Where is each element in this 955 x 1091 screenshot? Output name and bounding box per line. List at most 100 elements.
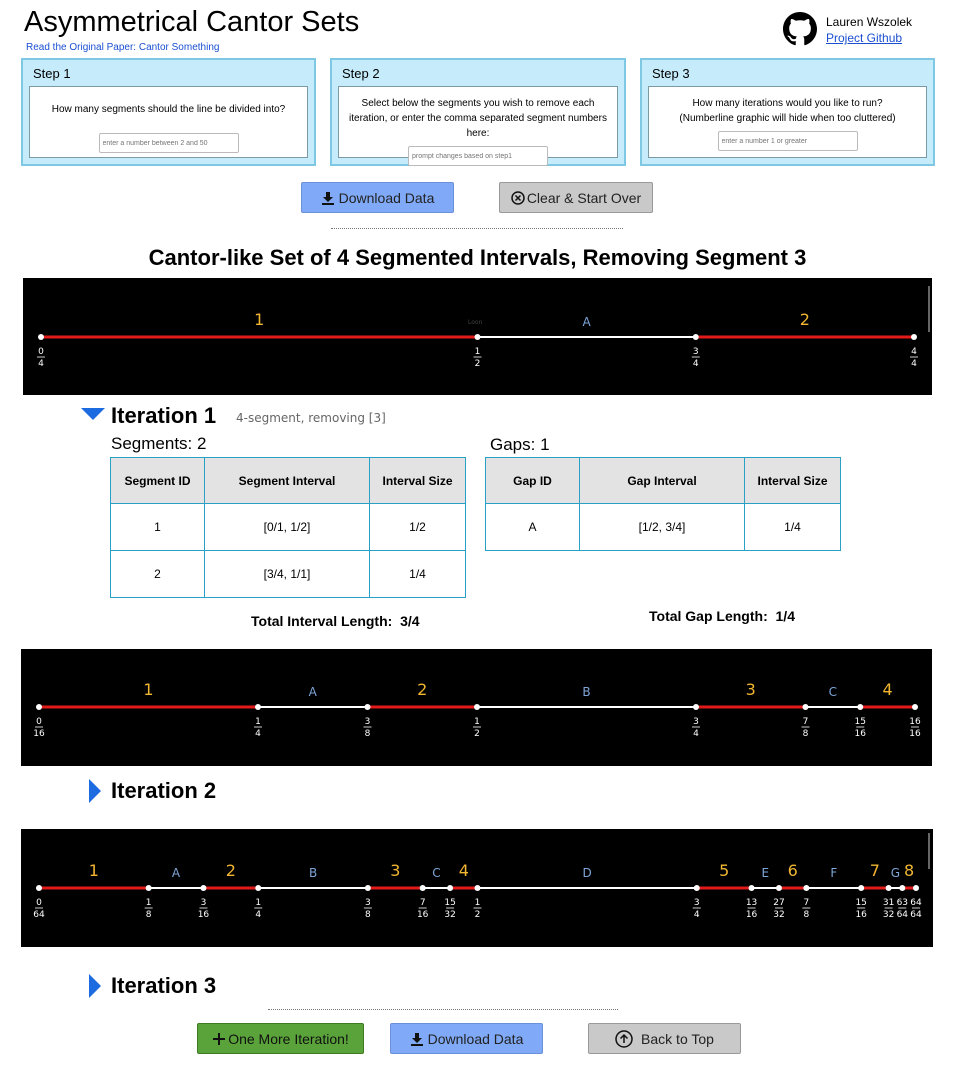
tick-numerator: 7 xyxy=(803,717,809,727)
segments-count-input[interactable] xyxy=(98,133,239,153)
tick-numerator: 15 xyxy=(855,898,866,908)
gaps-table-header: Gap ID xyxy=(485,457,580,504)
total-gap-length: Total Gap Length: 1/4 xyxy=(649,608,795,624)
gaps-table: Gap ID Gap Interval Interval Size A [1/2… xyxy=(485,457,841,551)
tick-denominator: 64 xyxy=(897,910,909,920)
tick-point xyxy=(447,885,454,891)
download-data-label: Download Data xyxy=(338,189,435,206)
iteration3-title[interactable]: Iteration 3 xyxy=(111,973,217,998)
faint-text: Loon xyxy=(468,319,483,326)
clear-start-over-label: Clear & Start Over xyxy=(526,189,642,206)
clear-start-over-button[interactable]: Clear & Start Over xyxy=(499,182,653,213)
iterations-input[interactable] xyxy=(717,131,858,151)
table-cell: 1/4 xyxy=(744,503,841,551)
tick-numerator: 13 xyxy=(746,898,757,908)
gap-label: E xyxy=(761,866,769,880)
one-more-iteration-button[interactable]: One More Iteration! xyxy=(197,1023,364,1054)
gap-label: B xyxy=(309,866,317,880)
gaps-table-header: Gap Interval xyxy=(579,457,745,504)
tick-numerator: 31 xyxy=(883,898,894,908)
tick-denominator: 4 xyxy=(694,910,700,920)
tick-point xyxy=(364,704,371,710)
tick-point xyxy=(36,704,42,710)
paper-link[interactable]: Read the Original Paper: Cantor Somethin… xyxy=(26,42,220,53)
tick-denominator: 16 xyxy=(855,910,867,920)
step3-text: How many iterations would you like to ru… xyxy=(679,98,896,124)
back-to-top-label: Back to Top xyxy=(641,1030,714,1047)
tick-point xyxy=(419,885,426,891)
tick-point xyxy=(911,334,917,340)
tick-numerator: 63 xyxy=(897,898,908,908)
expand-triangle-icon[interactable] xyxy=(89,779,101,803)
expand-triangle-icon[interactable] xyxy=(89,974,101,998)
tick-numerator: 1 xyxy=(255,898,261,908)
project-github-link[interactable]: Project Github xyxy=(826,31,903,45)
step2-body: Select below the segments you wish to re… xyxy=(338,86,618,166)
set-title: Cantor-like Set of 4 Segmented Intervals… xyxy=(148,245,807,270)
table-cell: [3/4, 1/1] xyxy=(204,550,370,598)
gap-label: F xyxy=(830,866,837,880)
github-icon[interactable] xyxy=(783,12,817,46)
table-cell: 1 xyxy=(110,503,205,551)
tick-point xyxy=(912,704,918,710)
iteration1-title[interactable]: Iteration 1 xyxy=(111,403,217,428)
step3-title: Step 3 xyxy=(652,66,690,81)
table-row: 2 [3/4, 1/1] 1/4 xyxy=(110,550,466,598)
tick-numerator: 15 xyxy=(444,898,455,908)
tick-denominator: 32 xyxy=(773,910,784,920)
close-circle-icon xyxy=(511,190,525,205)
numberline-scrollbar[interactable] xyxy=(928,286,930,332)
table-cell: A xyxy=(485,503,580,551)
numberline-iteration2: A B C D E F G 1 2 3 4 5 6 7 8 0 64 1 8 3 16 1 4 3 8 7 16 15 32 1 2 3 4 13… xyxy=(21,829,933,947)
tick-numerator: 16 xyxy=(909,717,921,727)
total-gap-label: Total Gap Length: xyxy=(649,608,768,624)
tick-denominator: 16 xyxy=(855,729,867,739)
table-row: 1 [0/1, 1/2] 1/2 xyxy=(110,503,466,551)
gap-label: C xyxy=(829,685,837,699)
back-to-top-button[interactable]: Back to Top xyxy=(588,1023,741,1054)
download-data-button[interactable]: Download Data xyxy=(301,182,454,213)
tick-denominator: 2 xyxy=(475,359,481,369)
total-interval-length: Total Interval Length: 3/4 xyxy=(251,613,420,629)
tick-numerator: 3 xyxy=(693,347,699,357)
step2-panel: Step 2 Select below the segments you wis… xyxy=(330,58,626,166)
tick-denominator: 4 xyxy=(255,729,261,739)
divider xyxy=(331,228,623,229)
tick-denominator: 64 xyxy=(33,910,45,920)
plus-icon xyxy=(213,1032,226,1045)
step3-panel: Step 3 How many iterations would you lik… xyxy=(640,58,935,166)
tick-denominator: 16 xyxy=(746,910,758,920)
tick-denominator: 32 xyxy=(883,910,894,920)
remove-segments-input[interactable] xyxy=(408,146,548,166)
collapse-triangle-icon[interactable] xyxy=(81,408,105,420)
step1-panel: Step 1 How many segments should the line… xyxy=(21,58,316,166)
step2-title: Step 2 xyxy=(342,66,380,81)
tick-denominator: 16 xyxy=(909,729,921,739)
segments-table-header: Segment Interval xyxy=(204,457,370,504)
segment-label: 1 xyxy=(89,861,99,880)
tick-numerator: 0 xyxy=(36,898,42,908)
tick-numerator: 27 xyxy=(773,898,784,908)
numberline-iteration2-svg: A B C D E F G 1 2 3 4 5 6 7 8 0 64 1 8 3 16 1 4 3 8 7 16 15 32 1 2 3 4 13… xyxy=(33,861,922,920)
gap-label: C xyxy=(432,866,440,880)
numberline-scrollbar[interactable] xyxy=(928,833,930,869)
tick-point xyxy=(38,334,44,340)
tick-numerator: 3 xyxy=(365,717,371,727)
tick-denominator: 8 xyxy=(365,729,371,739)
iteration1-subtitle: 4-segment, removing [3] xyxy=(236,411,386,425)
numberline-base-svg: A 1 2 0 4 1 2 3 4 4 4 Loon xyxy=(37,310,918,369)
segment-label: 4 xyxy=(883,680,893,699)
step3-body: How many iterations would you like to ru… xyxy=(648,86,927,158)
download-data-button-bottom[interactable]: Download Data xyxy=(390,1023,543,1054)
segment-label: 7 xyxy=(870,861,880,880)
segment-label: 3 xyxy=(746,680,756,699)
table-cell: 1/4 xyxy=(369,550,466,598)
tick-numerator: 3 xyxy=(365,898,371,908)
total-interval-value: 3/4 xyxy=(400,613,420,629)
tick-point xyxy=(693,885,700,891)
tick-point xyxy=(200,885,207,891)
tick-denominator: 4 xyxy=(911,359,917,369)
tick-point xyxy=(474,885,481,891)
tick-numerator: 7 xyxy=(804,898,810,908)
iteration2-title[interactable]: Iteration 2 xyxy=(111,778,217,803)
